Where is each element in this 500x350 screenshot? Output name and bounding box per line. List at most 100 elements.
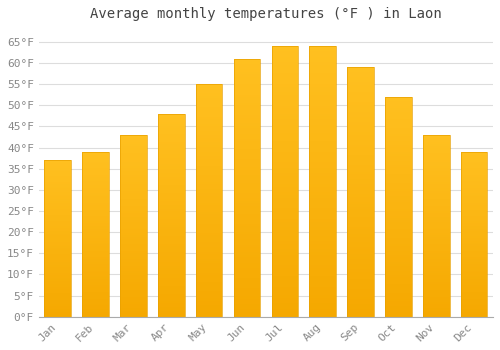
Bar — [234, 242, 260, 245]
Bar — [234, 128, 260, 131]
Bar — [120, 178, 146, 180]
Bar — [196, 89, 222, 91]
Bar — [423, 277, 450, 279]
Bar — [234, 77, 260, 79]
Bar — [120, 279, 146, 280]
Bar — [423, 248, 450, 250]
Bar — [423, 231, 450, 233]
Bar — [385, 214, 411, 216]
Bar — [461, 236, 487, 238]
Bar — [44, 286, 71, 287]
Bar — [385, 154, 411, 156]
Bar — [385, 277, 411, 279]
Bar — [348, 189, 374, 192]
Bar — [158, 225, 184, 228]
Bar — [158, 160, 184, 162]
Bar — [158, 201, 184, 203]
Bar — [423, 282, 450, 284]
Bar — [234, 66, 260, 69]
Bar — [82, 162, 109, 163]
Bar — [196, 166, 222, 168]
Bar — [158, 207, 184, 209]
Bar — [348, 272, 374, 274]
Bar — [44, 260, 71, 262]
Bar — [423, 233, 450, 235]
Bar — [234, 283, 260, 286]
Bar — [272, 249, 298, 252]
Bar — [82, 310, 109, 312]
Bar — [272, 189, 298, 192]
Bar — [120, 160, 146, 162]
Bar — [44, 232, 71, 234]
Bar — [423, 304, 450, 306]
Bar — [158, 254, 184, 256]
Bar — [423, 273, 450, 275]
Bar — [272, 117, 298, 119]
Bar — [272, 233, 298, 236]
Bar — [82, 165, 109, 167]
Bar — [120, 302, 146, 304]
Bar — [385, 233, 411, 236]
Bar — [120, 186, 146, 188]
Bar — [348, 72, 374, 75]
Bar — [196, 280, 222, 282]
Bar — [158, 195, 184, 197]
Bar — [44, 290, 71, 292]
Bar — [310, 57, 336, 60]
Bar — [348, 110, 374, 112]
Bar — [234, 203, 260, 206]
Bar — [120, 140, 146, 142]
Bar — [44, 295, 71, 296]
Bar — [385, 156, 411, 158]
Bar — [158, 215, 184, 217]
Bar — [196, 86, 222, 89]
Bar — [461, 210, 487, 211]
Bar — [196, 91, 222, 93]
Bar — [158, 177, 184, 179]
Bar — [82, 282, 109, 284]
Bar — [44, 253, 71, 254]
Bar — [120, 282, 146, 284]
Bar — [348, 134, 374, 137]
Bar — [196, 245, 222, 247]
Bar — [44, 160, 71, 162]
Bar — [385, 216, 411, 218]
Bar — [82, 305, 109, 307]
Bar — [234, 154, 260, 157]
Bar — [234, 245, 260, 247]
Bar — [44, 257, 71, 259]
Bar — [44, 240, 71, 241]
Bar — [348, 122, 374, 125]
Bar — [44, 176, 71, 177]
Bar — [196, 114, 222, 117]
Bar — [120, 306, 146, 308]
Bar — [196, 256, 222, 259]
Bar — [158, 193, 184, 195]
Bar — [272, 262, 298, 265]
Bar — [234, 170, 260, 172]
Bar — [461, 234, 487, 236]
Bar — [120, 211, 146, 213]
Bar — [348, 102, 374, 105]
Bar — [385, 194, 411, 196]
Bar — [348, 259, 374, 262]
Bar — [82, 280, 109, 282]
Bar — [196, 187, 222, 189]
Bar — [158, 260, 184, 262]
Bar — [234, 296, 260, 299]
Bar — [82, 252, 109, 254]
Bar — [272, 257, 298, 260]
Bar — [310, 114, 336, 117]
Bar — [82, 155, 109, 157]
Bar — [82, 216, 109, 218]
Bar — [234, 286, 260, 288]
Bar — [234, 103, 260, 105]
Bar — [196, 212, 222, 215]
Bar — [310, 306, 336, 309]
Bar — [423, 202, 450, 204]
Bar — [272, 154, 298, 157]
Bar — [82, 247, 109, 249]
Bar — [348, 222, 374, 224]
Bar — [461, 211, 487, 213]
Bar — [423, 222, 450, 224]
